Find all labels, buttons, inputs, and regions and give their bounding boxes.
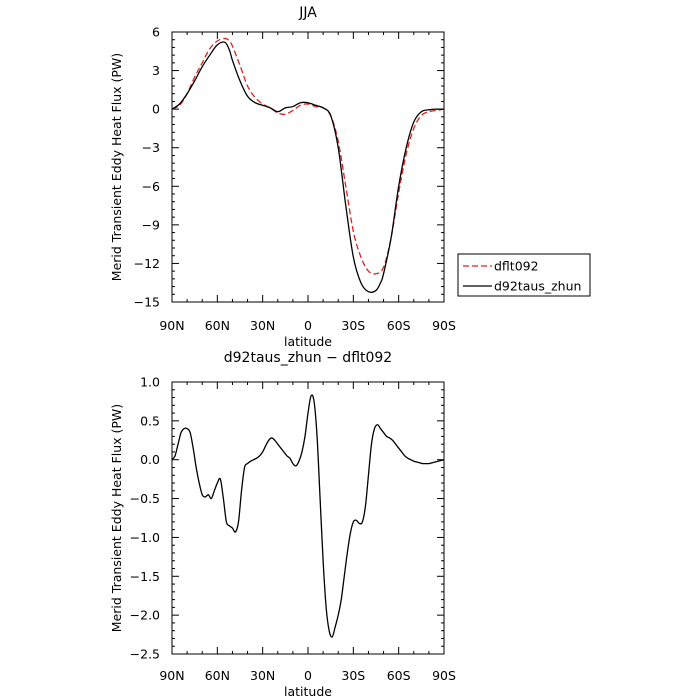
y-tick-label: −9 xyxy=(142,217,160,232)
y-tick-label: −6 xyxy=(142,179,160,194)
y-tick-label: −15 xyxy=(134,295,160,310)
x-tick-label: 60S xyxy=(387,668,411,683)
x-tick-label: 90N xyxy=(159,318,184,333)
series-line-d92taus_zhun xyxy=(171,41,445,293)
y-tick-label: 3 xyxy=(152,63,160,78)
y-tick-label: 0.5 xyxy=(140,413,160,428)
x-axis-title: latitude xyxy=(284,684,332,699)
x-tick-label: 30N xyxy=(250,668,275,683)
legend-box xyxy=(457,253,591,297)
x-tick-label: 90S xyxy=(432,668,456,683)
x-tick-label: 90N xyxy=(159,668,184,683)
x-tick-label: 0 xyxy=(304,668,312,683)
x-tick-label: 0 xyxy=(304,318,312,333)
plot-frame-2 xyxy=(171,381,445,655)
legend-label: dflt092 xyxy=(494,259,539,274)
plot-frame-1 xyxy=(171,31,445,303)
x-tick-label: 60S xyxy=(387,318,411,333)
y-axis-title: Merid Transient Eddy Heat Flux (PW) xyxy=(109,404,124,632)
y-tick-label: 0 xyxy=(152,102,160,117)
x-tick-label: 30N xyxy=(250,318,275,333)
x-tick-label: 30S xyxy=(341,318,365,333)
series-line-panel-2-diff xyxy=(171,394,445,638)
y-tick-label: −3 xyxy=(142,140,160,155)
x-tick-label: 60N xyxy=(205,668,230,683)
chart-title-1: JJA xyxy=(298,5,317,21)
y-tick-label: −12 xyxy=(134,256,160,271)
y-tick-label: −1.5 xyxy=(130,569,160,584)
y-tick-label: 6 xyxy=(152,25,160,40)
x-tick-label: 90S xyxy=(432,318,456,333)
y-tick-label: 1.0 xyxy=(140,375,160,390)
y-tick-label: −0.5 xyxy=(130,491,160,506)
y-tick-label: −2.5 xyxy=(130,647,160,662)
x-axis-title: latitude xyxy=(284,334,332,349)
y-tick-label: 0.0 xyxy=(140,452,160,467)
chart-title-2: d92taus_zhun − dflt092 xyxy=(224,350,392,366)
y-axis-title: Merid Transient Eddy Heat Flux (PW) xyxy=(109,53,124,281)
series-line-dflt092 xyxy=(171,37,445,275)
x-tick-label: 60N xyxy=(205,318,230,333)
x-tick-label: 30S xyxy=(341,668,365,683)
y-tick-label: −1.0 xyxy=(130,530,160,545)
legend-label: d92taus_zhun xyxy=(494,279,581,294)
y-tick-label: −2.0 xyxy=(130,608,160,623)
